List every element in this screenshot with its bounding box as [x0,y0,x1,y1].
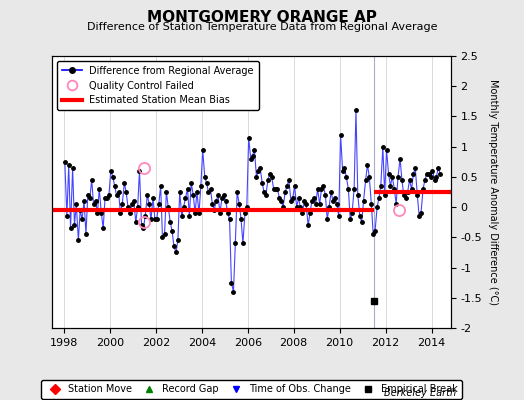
Text: Berkeley Earth: Berkeley Earth [384,388,456,398]
Text: MONTGOMERY ORANGE AP: MONTGOMERY ORANGE AP [147,10,377,25]
Legend: Station Move, Record Gap, Time of Obs. Change, Empirical Break: Station Move, Record Gap, Time of Obs. C… [41,380,462,399]
Text: Difference of Station Temperature Data from Regional Average: Difference of Station Temperature Data f… [87,22,437,32]
Y-axis label: Monthly Temperature Anomaly Difference (°C): Monthly Temperature Anomaly Difference (… [487,79,498,305]
